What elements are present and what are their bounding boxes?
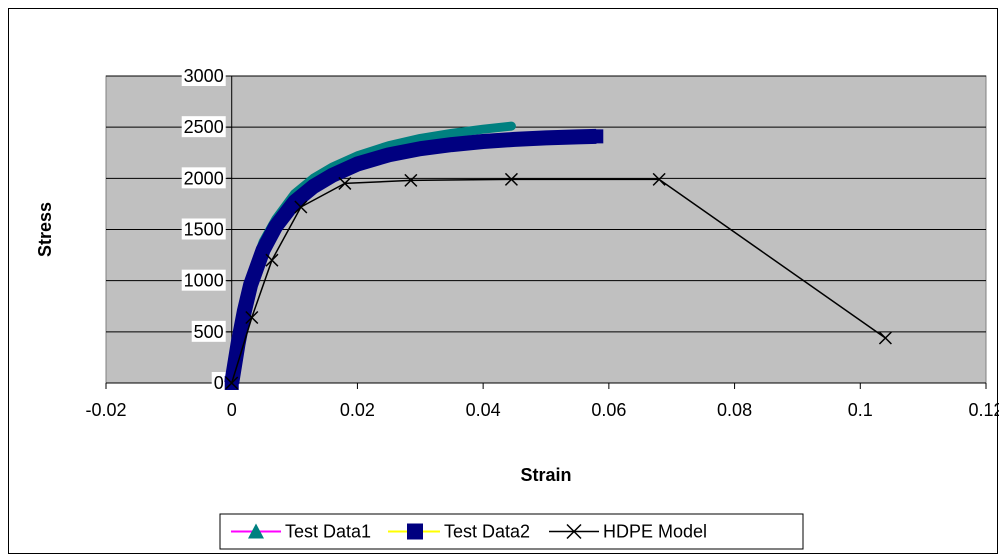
y-tick-label-bg xyxy=(181,116,226,138)
y-tick-label-bg xyxy=(181,269,226,291)
y-tick-label: 1000 xyxy=(184,271,224,291)
chart-area: 0 500 1000 1500 2000 2500 3000 -0.02 0 0.02 0.04 0.… xyxy=(8,8,999,554)
legend-x-icon xyxy=(566,523,582,540)
y-tick-label: 1500 xyxy=(184,220,224,240)
series-hdpe-model-marker xyxy=(338,176,352,190)
x-axis-title: Strain xyxy=(520,465,571,485)
legend-box xyxy=(219,513,804,550)
series-test-data2-marker xyxy=(589,129,604,144)
chart-svg: 0 500 1000 1500 2000 2500 3000 -0.02 0 0.02 0.04 0.… xyxy=(35,65,999,550)
series-hdpe-model-marker xyxy=(225,376,239,390)
x-tick-label: 0.04 xyxy=(466,400,501,420)
series-hdpe-model-marker xyxy=(652,172,666,186)
y-tick-label-bg xyxy=(181,167,226,189)
x-tick-label: 0.02 xyxy=(340,400,375,420)
x-tick-label: 0 xyxy=(227,400,237,420)
y-tick-label-bg xyxy=(181,218,226,240)
x-tick-label: 0.06 xyxy=(591,400,626,420)
x-tick-label: -0.02 xyxy=(85,400,126,420)
series-hdpe-model-marker xyxy=(504,172,518,186)
x-tick-label: 0.1 xyxy=(848,400,873,420)
legend-square-icon xyxy=(407,523,423,540)
y-tick-label: 2500 xyxy=(184,117,224,137)
legend-label-test-data2: Test Data2 xyxy=(444,522,530,542)
legend-label-hdpe-model: HDPE Model xyxy=(603,522,707,542)
y-tick-label-bg xyxy=(191,320,226,342)
series-hdpe-model-marker xyxy=(878,331,892,345)
series-hdpe-model-marker xyxy=(265,253,279,267)
y-tick-label: 2000 xyxy=(184,168,224,188)
series-hdpe-model-marker xyxy=(245,310,259,325)
legend-label-test-data1: Test Data1 xyxy=(285,522,371,542)
y-axis-title: Stress xyxy=(35,202,55,257)
x-tick-label: 0.12 xyxy=(968,400,999,420)
y-tick-label-bg xyxy=(211,372,226,393)
x-tick-label: 0.08 xyxy=(717,400,752,420)
y-tick-label: 500 xyxy=(194,322,224,342)
y-tick-label: 0 xyxy=(214,373,224,393)
series-test-data2-band xyxy=(224,128,597,385)
series-hdpe-model-marker xyxy=(404,173,418,187)
y-tick-label-bg xyxy=(181,65,226,86)
y-tick-label: 3000 xyxy=(184,66,224,86)
series-hdpe-model-marker xyxy=(294,200,308,214)
legend-triangle-icon xyxy=(248,523,264,539)
